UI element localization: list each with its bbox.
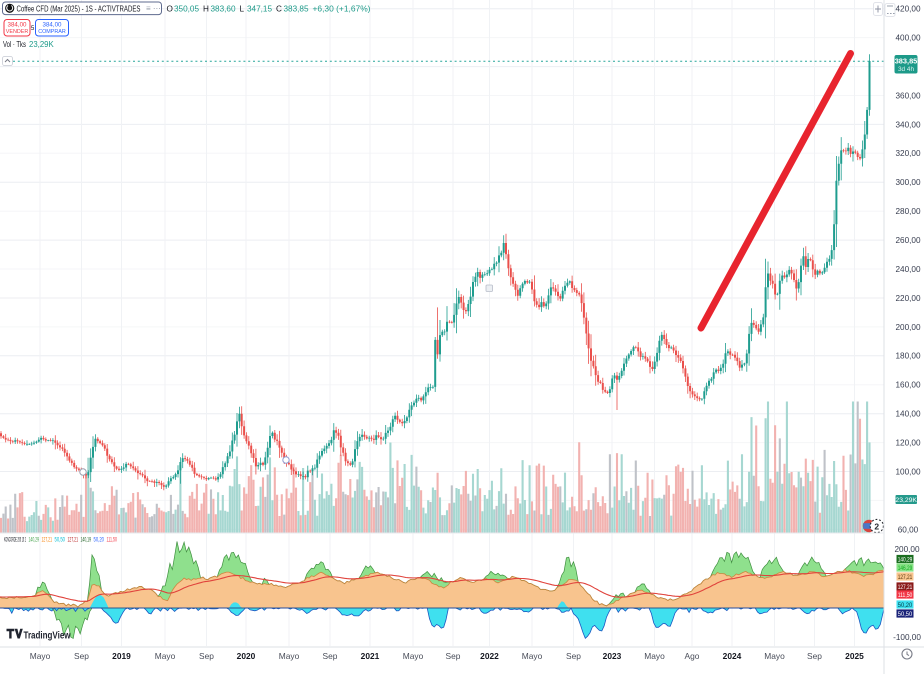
svg-text:140,29: 140,29 — [898, 556, 913, 563]
svg-text:Sep: Sep — [74, 651, 89, 661]
svg-text:146,29: 146,29 — [898, 565, 913, 572]
svg-text:383,60: 383,60 — [211, 4, 236, 13]
svg-text:H: H — [203, 4, 209, 13]
svg-text:23,29K: 23,29K — [895, 497, 917, 504]
svg-text:Coffee CFD (Mar 2025) - 1S - A: Coffee CFD (Mar 2025) - 1S - ACTIVTRADES — [17, 4, 141, 13]
svg-text:111,50: 111,50 — [107, 537, 118, 544]
svg-text:350,05: 350,05 — [174, 4, 199, 13]
svg-text:L: L — [240, 4, 245, 13]
svg-text:200,00: 200,00 — [895, 323, 920, 332]
svg-text:+6,30 (+1,67%): +6,30 (+1,67%) — [313, 4, 371, 13]
svg-text:C: C — [276, 4, 282, 13]
svg-text:COMPRAR: COMPRAR — [38, 29, 66, 35]
svg-text:Mayo: Mayo — [644, 651, 665, 661]
svg-text:100,00: 100,00 — [895, 467, 920, 476]
svg-text:220,00: 220,00 — [895, 294, 920, 303]
svg-text:2024: 2024 — [723, 651, 742, 661]
svg-text:2: 2 — [874, 521, 879, 531]
svg-text:240,00: 240,00 — [895, 265, 920, 274]
svg-text:Mayo: Mayo — [30, 651, 51, 661]
svg-text:VENDER: VENDER — [6, 29, 29, 35]
svg-text:140,29: 140,29 — [29, 537, 40, 544]
svg-text:383,85: 383,85 — [284, 4, 309, 13]
svg-text:384,00: 384,00 — [8, 22, 27, 29]
svg-text:Sep: Sep — [807, 651, 822, 661]
svg-text:127,21: 127,21 — [898, 584, 913, 591]
svg-text:180,00: 180,00 — [895, 352, 920, 361]
svg-text:140,19: 140,19 — [81, 537, 92, 544]
svg-text:300,00: 300,00 — [895, 178, 920, 187]
svg-text:-100,00: -100,00 — [893, 633, 921, 642]
svg-text:127,21: 127,21 — [42, 537, 53, 544]
svg-text:340,00: 340,00 — [895, 120, 920, 129]
svg-text:127,21: 127,21 — [68, 537, 79, 544]
svg-text:3d 4h: 3d 4h — [898, 66, 914, 73]
svg-text:320,00: 320,00 — [895, 149, 920, 158]
svg-text:23,29K: 23,29K — [29, 40, 55, 49]
svg-text:50,50: 50,50 — [55, 537, 66, 544]
svg-text:O: O — [167, 4, 173, 13]
svg-text:Mayo: Mayo — [764, 651, 785, 661]
svg-text:50,20: 50,20 — [94, 537, 105, 544]
svg-text:Ago: Ago — [685, 651, 700, 661]
svg-text:383,85: 383,85 — [895, 56, 918, 65]
svg-text:2023: 2023 — [603, 651, 622, 661]
svg-text:384,00: 384,00 — [43, 22, 62, 29]
svg-text:60,00: 60,00 — [898, 525, 919, 534]
svg-text:50,50: 50,50 — [898, 611, 913, 618]
svg-text:400,00: 400,00 — [895, 34, 920, 43]
svg-text:KONCORDE 255 15 2: KONCORDE 255 15 2 — [4, 537, 26, 544]
svg-text:347,15: 347,15 — [247, 4, 272, 13]
svg-text:127,21: 127,21 — [898, 574, 913, 581]
svg-text:50,20: 50,20 — [898, 602, 913, 609]
svg-text:Sep: Sep — [446, 651, 461, 661]
svg-text:200,00: 200,00 — [894, 545, 919, 554]
svg-text:420,00: 420,00 — [895, 5, 920, 14]
svg-text:Sep: Sep — [199, 651, 214, 661]
svg-text:120,00: 120,00 — [895, 439, 920, 448]
svg-text:Mayo: Mayo — [522, 651, 543, 661]
svg-text:Mayo: Mayo — [279, 651, 300, 661]
svg-text:2021: 2021 — [361, 651, 380, 661]
svg-text:360,00: 360,00 — [895, 91, 920, 100]
svg-text:5: 5 — [31, 25, 35, 32]
svg-text:160,00: 160,00 — [895, 381, 920, 390]
svg-text:Vol · Tks: Vol · Tks — [3, 40, 26, 49]
svg-text:2025: 2025 — [845, 651, 864, 661]
svg-text:280,00: 280,00 — [895, 207, 920, 216]
svg-text:2022: 2022 — [480, 651, 499, 661]
svg-text:260,00: 260,00 — [895, 236, 920, 245]
svg-text:111,50: 111,50 — [898, 592, 913, 599]
svg-text:Mayo: Mayo — [155, 651, 176, 661]
svg-text:Sep: Sep — [566, 651, 581, 661]
svg-text:TradingView: TradingView — [24, 631, 71, 642]
svg-text:140,00: 140,00 — [895, 410, 920, 419]
svg-text:2020: 2020 — [237, 651, 256, 661]
svg-text:Sep: Sep — [323, 651, 338, 661]
svg-text:≡ ⋯: ≡ ⋯ — [146, 4, 161, 13]
svg-text:2019: 2019 — [112, 651, 131, 661]
svg-text:Mayo: Mayo — [403, 651, 424, 661]
